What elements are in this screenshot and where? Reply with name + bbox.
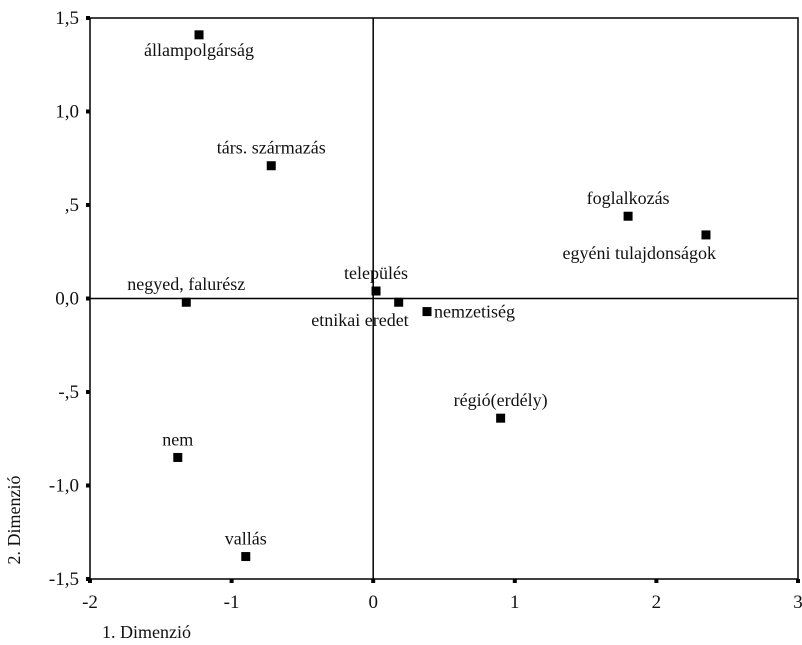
y-axis-title: 2. Dimenzió — [4, 476, 24, 565]
point-label: nemzetiség — [434, 302, 515, 322]
point-label: egyéni tulajdonságok — [562, 243, 715, 263]
point-label: állampolgárság — [144, 40, 254, 60]
point-label: település — [344, 263, 408, 283]
data-point — [241, 552, 251, 562]
point-label: vallás — [225, 529, 267, 549]
y-tick-label: 0,0 — [55, 289, 79, 310]
y-tick-label: -,5 — [58, 382, 79, 403]
plot-frame-layer — [89, 17, 799, 580]
x-tick-label: 2 — [652, 592, 662, 613]
data-point — [266, 161, 276, 171]
x-tick-label: 3 — [793, 592, 802, 613]
point-label: negyed, falurész — [127, 274, 245, 294]
data-point — [173, 452, 183, 462]
point-label: társ. származás — [217, 138, 326, 158]
data-point — [623, 211, 633, 221]
data-point — [371, 286, 381, 296]
points-layer: állampolgárság társ. származás foglalkozás… — [127, 30, 716, 562]
data-point — [181, 297, 191, 307]
x-axis-title: 1. Dimenzió — [102, 622, 191, 642]
point-label: foglalkozás — [587, 188, 670, 208]
x-tick-label: -2 — [82, 592, 98, 613]
y-tick-label: -1,5 — [49, 569, 79, 590]
data-point — [701, 230, 711, 240]
data-point — [394, 297, 404, 307]
point-label: régió(erdély) — [454, 390, 548, 411]
x-tick-label: -1 — [224, 592, 240, 613]
y-tick-label: -1,0 — [49, 476, 79, 497]
data-point — [422, 307, 432, 317]
y-tick-label: ,5 — [65, 195, 79, 216]
data-point — [194, 30, 204, 40]
data-point — [496, 413, 506, 423]
axis-ticks-layer: -2 -1 0 1 2 3 1,5 1,0 ,5 0,0 -,5 -1,0 -1,5 — [49, 8, 802, 613]
point-label: nem — [162, 429, 193, 449]
y-tick-label: 1,5 — [55, 8, 79, 29]
point-label: etnikai eredet — [311, 310, 408, 330]
y-tick-label: 1,0 — [55, 102, 79, 123]
x-tick-label: 0 — [368, 592, 378, 613]
x-tick-label: 1 — [510, 592, 520, 613]
